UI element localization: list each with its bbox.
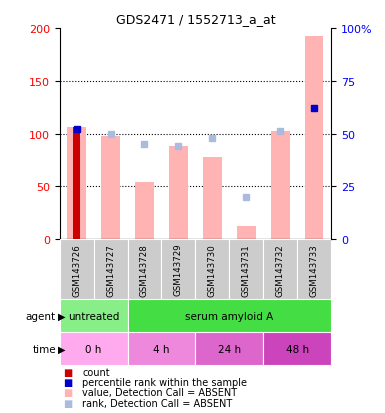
Text: 24 h: 24 h [218, 344, 241, 354]
Bar [74, 128, 80, 240]
Text: GSM143728: GSM143728 [140, 243, 149, 296]
Bar [271, 132, 290, 240]
Bar [195, 240, 229, 299]
Bar [263, 332, 331, 366]
Bar [195, 332, 263, 366]
Text: GSM143731: GSM143731 [242, 243, 251, 296]
Text: ▶: ▶ [58, 311, 65, 321]
Text: 4 h: 4 h [153, 344, 170, 354]
Title: GDS2471 / 1552713_a_at: GDS2471 / 1552713_a_at [116, 13, 275, 26]
Bar [60, 332, 127, 366]
Text: untreated: untreated [68, 311, 119, 321]
Text: agent: agent [26, 311, 56, 321]
Text: ■: ■ [64, 398, 73, 408]
Text: GSM143732: GSM143732 [276, 243, 285, 296]
Bar [297, 240, 331, 299]
Text: 0 h: 0 h [85, 344, 102, 354]
Text: count: count [82, 367, 110, 377]
Bar [135, 183, 154, 240]
Bar [101, 136, 120, 240]
Text: 48 h: 48 h [286, 344, 309, 354]
Text: GSM143726: GSM143726 [72, 243, 81, 296]
Text: GSM143729: GSM143729 [174, 243, 183, 296]
Text: ▶: ▶ [58, 344, 65, 354]
Text: GSM143730: GSM143730 [208, 243, 217, 296]
Text: ■: ■ [64, 367, 73, 377]
Bar [203, 157, 222, 240]
Bar [161, 240, 195, 299]
Text: GSM143727: GSM143727 [106, 243, 115, 296]
Bar [60, 240, 94, 299]
Bar [67, 128, 86, 240]
Text: ■: ■ [64, 377, 73, 387]
Bar [127, 332, 195, 366]
Bar [127, 299, 331, 332]
Text: serum amyloid A: serum amyloid A [185, 311, 273, 321]
Text: value, Detection Call = ABSENT: value, Detection Call = ABSENT [82, 387, 237, 397]
Bar [237, 227, 256, 240]
Bar [60, 299, 127, 332]
Bar [229, 240, 263, 299]
Bar [305, 37, 323, 240]
Bar [169, 147, 188, 240]
Text: GSM143733: GSM143733 [310, 243, 319, 296]
Text: ■: ■ [64, 387, 73, 397]
Bar [263, 240, 297, 299]
Text: percentile rank within the sample: percentile rank within the sample [82, 377, 247, 387]
Text: time: time [32, 344, 56, 354]
Bar [94, 240, 127, 299]
Text: rank, Detection Call = ABSENT: rank, Detection Call = ABSENT [82, 398, 232, 408]
Bar [127, 240, 161, 299]
